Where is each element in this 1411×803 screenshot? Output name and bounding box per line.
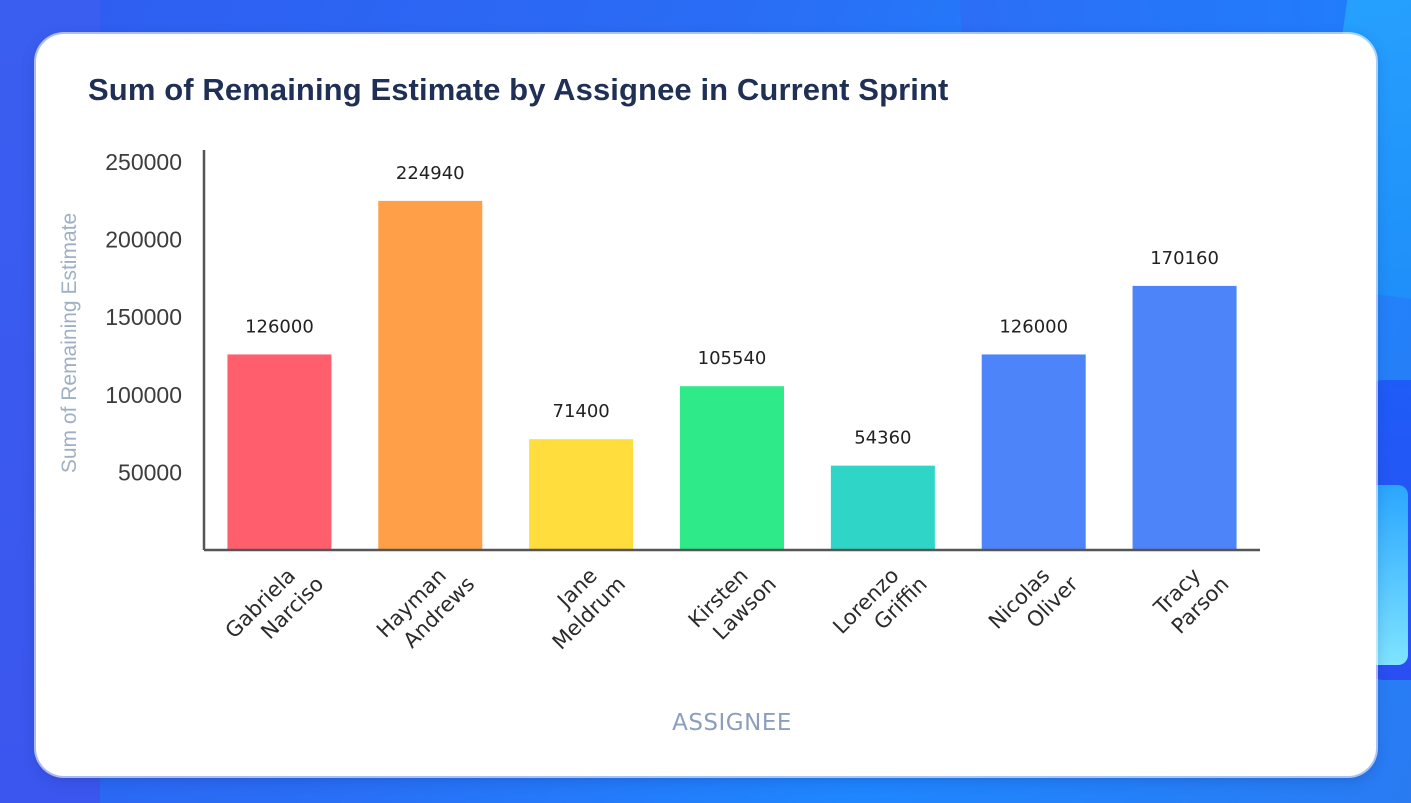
y-tick-label: 150000 [105,304,182,330]
bar-value-label: 126000 [245,316,314,337]
x-tick-label: TracyParson [1148,553,1233,638]
bar-value-label: 71400 [553,401,610,422]
x-tick-label: GabrielaNarciso [221,553,329,661]
bar [227,354,332,550]
x-axis-label: ASSIGNEE [672,710,792,736]
x-tick-label: LorenzoGriffin [828,553,932,657]
y-tick-label: 250000 [105,149,182,175]
bar-value-label: 105540 [698,348,767,369]
bar [981,354,1086,550]
x-tick-label: JaneMeldrum [529,553,630,654]
bar [1132,285,1237,550]
bar-value-label: 224940 [396,163,465,184]
bar-value-label: 170160 [1150,248,1219,269]
bar [378,200,483,550]
bar [680,386,784,550]
bar-value-label: 54360 [854,428,911,449]
x-tick-label: NicolasOliver [984,553,1083,652]
chart-title: Sum of Remaining Estimate by Assignee in… [88,72,949,107]
chart-card: Sum of Remaining Estimate by Assignee in… [36,34,1376,776]
bar-value-label: 126000 [999,316,1068,337]
x-tick-label: HaymanAndrews [372,553,479,660]
x-tick-label: KirstenLawson [684,553,781,650]
y-tick-label: 50000 [118,459,182,485]
bar [830,465,935,550]
y-tick-label: 200000 [105,227,182,253]
y-tick-label: 100000 [105,382,182,408]
y-axis-label: Sum of Remaining Estimate [58,213,81,473]
bar [529,439,634,550]
bar-chart: 50000 100000 150000 200000 250000 Sum of Rema… [58,149,1260,736]
